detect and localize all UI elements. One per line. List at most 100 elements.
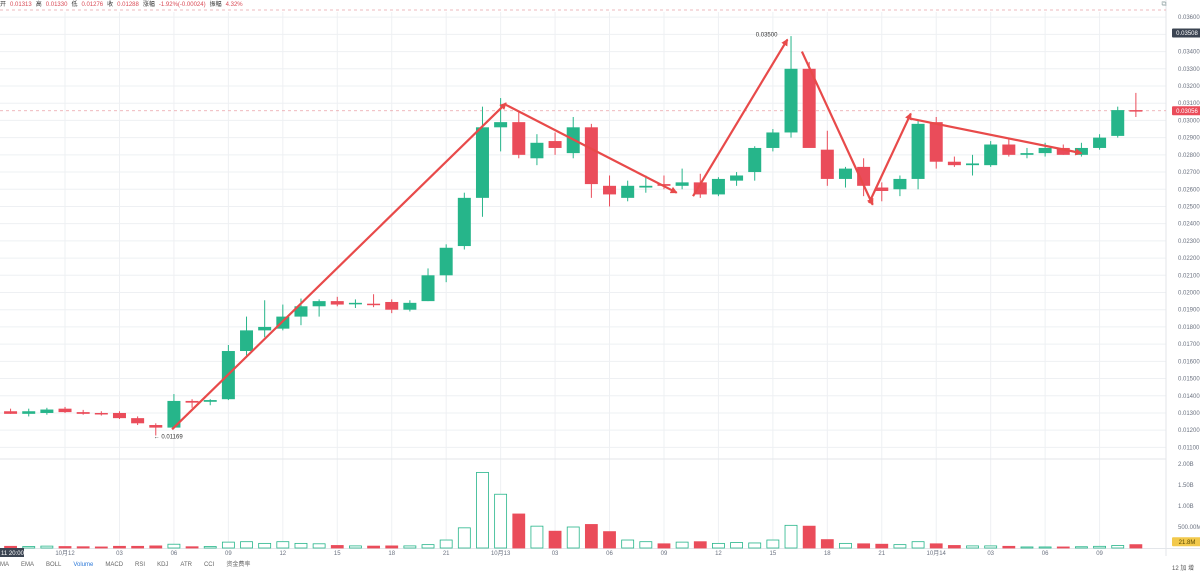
volume-bar	[203, 546, 217, 549]
candle	[621, 180, 635, 202]
x-tick-label: 03	[987, 551, 994, 557]
x-tick-label: 15	[770, 551, 777, 557]
candle-body	[240, 330, 254, 352]
volume-bar	[893, 544, 907, 549]
volume-bar	[1038, 546, 1052, 549]
candle-body	[403, 302, 417, 310]
candle-body	[857, 166, 871, 186]
candle-body	[112, 412, 126, 419]
candle	[984, 141, 998, 167]
high-price-annotation: 0.03500	[756, 32, 778, 38]
volume-bar	[1002, 545, 1016, 549]
tab-volume[interactable]: Volume	[73, 562, 94, 568]
tab-ma[interactable]: MA	[0, 562, 9, 568]
candle-body	[711, 178, 725, 195]
candle-body	[730, 175, 744, 181]
y-tick-label: 0.03200	[1178, 84, 1200, 90]
y-tick-label: 0.01100	[1178, 445, 1200, 451]
candle-body	[4, 411, 18, 414]
candle-body	[947, 161, 961, 166]
candle	[94, 411, 108, 416]
tab-cci[interactable]: CCI	[203, 562, 215, 568]
y-tick-label: 0.02700	[1178, 170, 1200, 176]
last-price-tag: 0.03056	[1176, 109, 1198, 115]
tab-boll[interactable]: BOLL	[46, 562, 62, 568]
candle	[820, 130, 834, 186]
candle	[258, 300, 272, 338]
candle-body	[1038, 147, 1052, 154]
tab-funding-rate[interactable]: 资金费率	[226, 562, 251, 568]
x-tick-label: 21	[443, 551, 450, 557]
candle-body	[348, 302, 362, 305]
candle	[857, 158, 871, 197]
tab-rsi[interactable]: RSI	[135, 562, 146, 568]
candle	[1002, 139, 1016, 157]
chart-settings[interactable]: 12 加 增	[1171, 566, 1194, 572]
trend-arrow	[800, 51, 874, 206]
candle	[312, 299, 326, 317]
volume-bar	[1075, 546, 1088, 549]
ohlc-high: 0.01330	[45, 2, 68, 8]
tab-macd[interactable]: MACD	[105, 562, 124, 568]
candle-body	[94, 412, 108, 415]
candle	[1129, 92, 1143, 117]
volume-bar	[766, 539, 780, 549]
last-price-tag-bg	[1172, 106, 1200, 116]
x-tick-label: 10月13	[491, 550, 511, 557]
candle	[22, 408, 36, 417]
volume-bar	[712, 542, 725, 549]
screenshot-icon[interactable]: ⧉	[1161, 1, 1167, 8]
volume-bar	[1129, 544, 1143, 549]
x-tick-label: 10月14	[927, 550, 947, 557]
volume-bar	[875, 543, 889, 549]
y-tick-label: 0.01300	[1178, 411, 1200, 417]
y-tick-label: 0.01700	[1178, 342, 1200, 348]
tab-kdj[interactable]: KDJ	[157, 562, 169, 568]
trend-arrow	[505, 103, 678, 194]
tab-atr[interactable]: ATR	[180, 562, 192, 568]
candle	[403, 300, 417, 312]
candle	[112, 411, 126, 419]
y-tick-label: 0.02000	[1178, 291, 1200, 297]
volume-bar	[94, 546, 108, 549]
y-tick-label: 0.01600	[1178, 359, 1200, 365]
candle-body	[421, 275, 435, 302]
x-tick-label: 03	[116, 551, 123, 557]
volume-bar	[476, 471, 489, 549]
tab-ema[interactable]: EMA	[21, 562, 35, 568]
volume-tick-label: 1.00B	[1178, 504, 1194, 510]
trend-arrow	[171, 102, 507, 431]
candle	[40, 407, 54, 415]
volume-bar	[403, 545, 417, 549]
candle	[494, 98, 508, 152]
candle-body	[512, 122, 526, 155]
x-tick-label: 12	[279, 551, 286, 557]
candle	[76, 409, 90, 415]
candle	[603, 175, 617, 207]
candle	[1020, 147, 1034, 159]
candle	[512, 111, 526, 159]
volume-bar	[439, 539, 453, 549]
volume-bar	[621, 539, 635, 549]
x-tick-label: 03	[552, 551, 559, 557]
candle-body	[875, 187, 889, 191]
volume-bar	[584, 524, 598, 549]
volume-bar	[312, 543, 326, 549]
volume-bar	[693, 541, 707, 549]
volume-bar	[911, 541, 925, 549]
candle-body	[603, 185, 617, 195]
candle-body	[621, 185, 635, 198]
trend-arrow	[692, 38, 789, 197]
candle-body	[784, 68, 798, 133]
candle	[221, 345, 235, 401]
candle	[58, 406, 72, 413]
volume-bar	[494, 493, 508, 549]
volume-bar	[730, 542, 743, 549]
ohlc-change-label: 涨幅	[142, 2, 155, 8]
candle-body	[1111, 110, 1125, 136]
volume-bar	[1093, 545, 1106, 549]
y-tick-label: 0.01900	[1178, 308, 1200, 314]
y-tick-label: 0.03600	[1178, 15, 1200, 21]
